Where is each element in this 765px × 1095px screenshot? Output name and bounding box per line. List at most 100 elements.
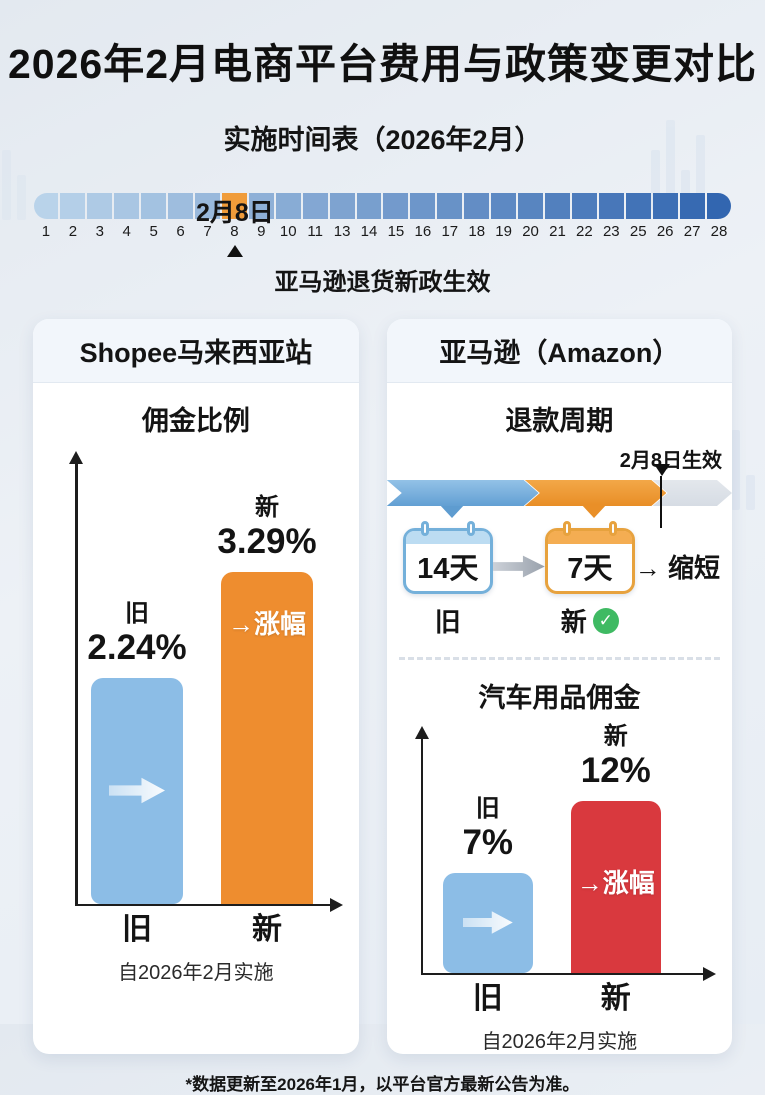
increase-label: →涨幅 <box>576 867 655 898</box>
new-bar-label: 新 3.29% <box>217 494 317 561</box>
shopee-card: Shopee马来西亚站 佣金比例 旧 2.24% 新 3.29% →涨幅 <box>33 319 359 1054</box>
timeline-day-cell <box>33 193 59 219</box>
timeline-highlight-date: 2月8日 <box>195 199 274 227</box>
old-period-pointer-icon <box>439 504 466 518</box>
timeline-day-cell <box>491 193 517 219</box>
new-commission-bar: →涨幅 <box>570 800 661 973</box>
timeline-day-cell <box>545 193 570 219</box>
timeline-day-numbers: 1 2 3 4 5 6 7 8 9 10 11 13 14 15 16 17 18 19 20 21 22 23 25 26 2… <box>34 223 732 240</box>
new-calendar-icon: 7天 <box>544 521 635 594</box>
timeline-day-number: 22 <box>576 223 593 240</box>
page-title: 2026年2月电商平台费用与政策变更对比 <box>7 41 757 87</box>
timeline-day-number: 23 <box>602 223 620 240</box>
timeline-event-label: 亚马逊退货新政生效 <box>274 269 491 296</box>
timeline-day-number: 1 <box>41 223 51 240</box>
timeline-day-number: 21 <box>549 223 566 240</box>
timeline-day-cell <box>329 193 355 219</box>
shopee-caption: 自2026年2月实施 <box>118 962 274 984</box>
timeline-day-cell <box>625 193 651 219</box>
refund-timeline-banner <box>387 464 732 528</box>
timeline-day-cell <box>383 193 409 219</box>
amazon-commission-chart: 旧 7% 新 12% →涨幅 旧 新 <box>420 723 716 1015</box>
timeline-day-cell <box>518 193 544 219</box>
old-bar-label: 旧 2.24% <box>87 600 187 667</box>
background-watermark-bars <box>2 150 26 220</box>
x-axis <box>420 972 703 975</box>
transition-arrow-icon <box>492 555 545 578</box>
footnote: *数据更新至2026年1月，以平台官方最新公告为准。 <box>185 1075 580 1094</box>
increase-label: →涨幅 <box>227 608 307 639</box>
timeline-day-cell <box>60 193 86 219</box>
timeline-day-cell <box>679 193 705 219</box>
old-calendar-label: 旧 <box>434 607 461 637</box>
timeline-day-cell <box>571 193 597 219</box>
shopee-commission-chart: 旧 2.24% 新 3.29% →涨幅 旧 新 <box>75 448 343 946</box>
timeline-day-number: 20 <box>522 223 539 240</box>
timeline-day-cell <box>652 193 678 219</box>
timeline-day-cell <box>356 193 382 219</box>
timeline-day-cell <box>464 193 490 219</box>
right-arrow-icon <box>109 777 165 804</box>
timeline-day-number: 7 <box>203 223 212 240</box>
old-period-chevron <box>387 480 539 506</box>
timeline-day-number: 11 <box>307 223 323 240</box>
new-commission-bar: →涨幅 <box>221 571 313 904</box>
commission-section-title: 汽车用品佣金 <box>478 683 641 713</box>
timeline-marker-icon <box>226 245 243 257</box>
shopee-card-title: Shopee马来西亚站 <box>33 319 359 383</box>
timeline-day-cell <box>706 193 732 219</box>
timeline-day-number: 5 <box>149 223 158 240</box>
old-bar-label: 旧 7% <box>462 795 514 862</box>
x-axis <box>75 903 330 906</box>
refund-comparison: 14天 旧 7天 新 ✓ → 缩短 <box>387 506 732 639</box>
section-divider <box>398 657 720 660</box>
shortened-label: → 缩短 <box>634 553 720 583</box>
timeline-day-cell <box>275 193 301 219</box>
timeline: 2月8日 1 2 3 4 5 6 7 8 9 10 11 13 14 15 16 17 18 19 20 21 22 23… <box>33 193 732 297</box>
timeline-day-cell <box>195 193 220 219</box>
timeline-day-cell <box>114 193 140 219</box>
timeline-day-number: 2 <box>68 223 78 240</box>
check-icon: ✓ <box>592 607 619 634</box>
x-label-new: 新 <box>600 982 631 1015</box>
timeline-day-cell <box>598 193 624 219</box>
timeline-day-number: 19 <box>495 223 512 240</box>
refund-section-title: 退款周期 <box>505 406 614 436</box>
new-period-pointer-icon <box>580 504 607 518</box>
timeline-day-number: 15 <box>387 223 405 240</box>
timeline-day-number: 28 <box>710 223 728 240</box>
timeline-day-number: 3 <box>95 223 104 240</box>
timeline-highlight-cell <box>221 193 247 219</box>
shopee-section-title: 佣金比例 <box>141 406 250 436</box>
timeline-day-cell <box>248 193 274 219</box>
timeline-day-number: 16 <box>414 223 432 240</box>
old-commission-bar <box>442 872 533 973</box>
timeline-day-cell <box>302 193 328 219</box>
timeline-day-cell <box>437 193 463 219</box>
old-calendar-icon: 14天 <box>402 521 493 594</box>
timeline-day-number: 17 <box>441 223 459 240</box>
timeline-day-number: 27 <box>683 223 701 240</box>
timeline-day-number: 13 <box>333 223 351 240</box>
timeline-day-number: 25 <box>629 223 647 240</box>
y-axis <box>420 739 424 975</box>
amazon-card-title: 亚马逊（Amazon） <box>386 319 732 383</box>
timeline-title: 实施时间表（2026年2月） <box>223 125 542 155</box>
old-refund-days: 14天 <box>417 552 479 585</box>
timeline-day-cell <box>87 193 113 219</box>
timeline-day-cell <box>168 193 194 219</box>
new-refund-days: 7天 <box>567 552 613 585</box>
timeline-day-number: 4 <box>122 223 131 240</box>
background-watermark-bars <box>651 120 705 210</box>
effective-date-marker-icon <box>654 464 671 528</box>
timeline-day-number: 8 <box>230 223 239 240</box>
new-bar-label: 新 12% <box>580 723 651 790</box>
amazon-card: 亚马逊（Amazon） 退款周期 2月8日生效 <box>386 319 732 1054</box>
timeline-day-cell <box>141 193 167 219</box>
timeline-day-number: 10 <box>279 223 297 240</box>
right-arrow-icon <box>462 911 513 934</box>
timeline-day-number: 26 <box>656 223 674 240</box>
effective-date-label: 2月8日生效 <box>619 450 722 472</box>
x-label-old: 旧 <box>122 913 152 946</box>
new-period-chevron <box>525 480 667 506</box>
